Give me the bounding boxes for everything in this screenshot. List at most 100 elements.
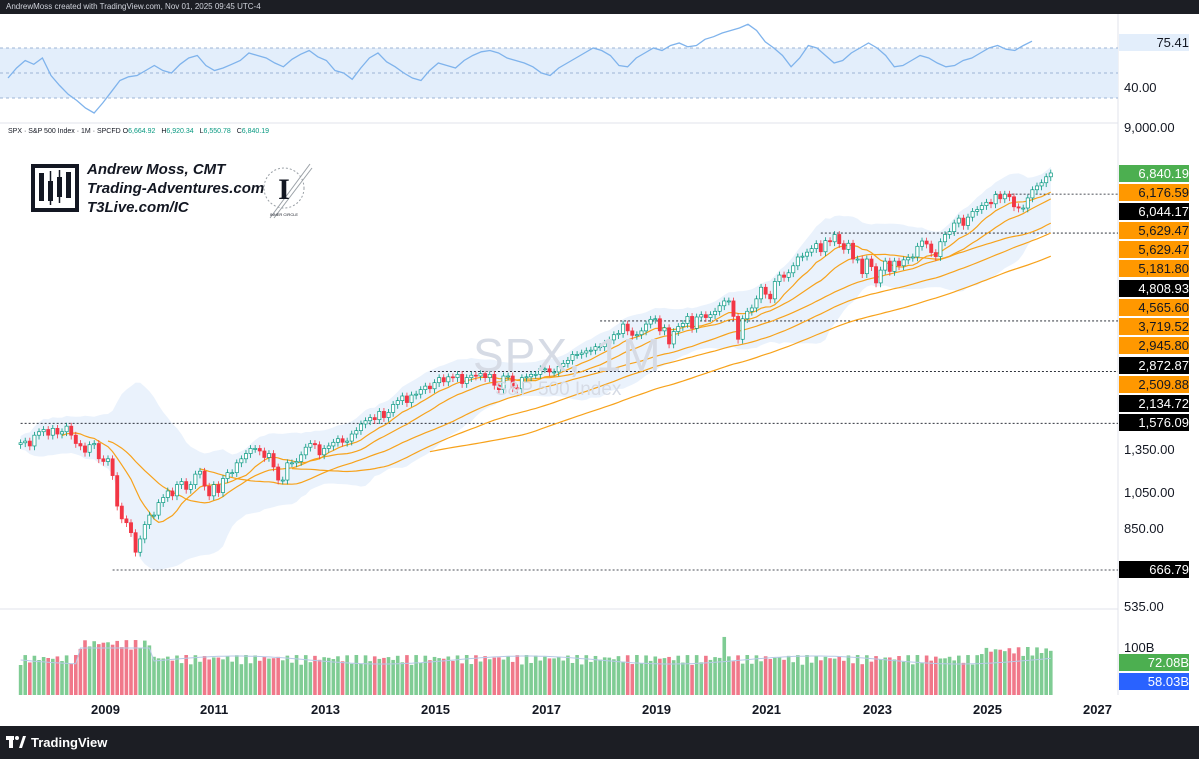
candle-body — [699, 314, 704, 318]
volume-bar — [253, 655, 257, 695]
candle-body — [547, 368, 552, 373]
legend-high-label: H — [161, 128, 167, 135]
volume-bar — [915, 655, 920, 695]
candle-body — [837, 234, 842, 244]
candle-body — [299, 454, 304, 462]
volume-bar — [566, 655, 570, 695]
volume-bar — [561, 660, 566, 695]
candle-body — [432, 382, 437, 390]
candle-body — [64, 425, 69, 433]
volume-bar — [791, 662, 796, 695]
price-badge: 4,565.60 — [1119, 299, 1189, 316]
candle-body — [83, 445, 87, 453]
volume-bar — [676, 655, 681, 695]
volume-bar — [782, 659, 786, 695]
volume-bar — [648, 660, 653, 695]
moving-average-line — [199, 222, 1052, 485]
candle-body — [749, 307, 754, 312]
candle-body — [639, 330, 644, 336]
volume-bar — [630, 664, 635, 695]
volume-bar — [119, 647, 124, 695]
candle-body — [96, 443, 101, 460]
candle-body — [216, 484, 221, 493]
candle-body — [552, 371, 557, 374]
candle-body — [805, 251, 809, 257]
price-badge: 5,629.47 — [1119, 222, 1189, 239]
seal-text: INNER CIRCLE — [270, 212, 299, 217]
candle-body — [630, 330, 635, 336]
candle-body — [814, 243, 819, 249]
candle-body — [179, 481, 184, 485]
candle-body — [740, 318, 745, 340]
candle-body — [998, 194, 1003, 200]
volume-bar — [529, 662, 533, 695]
candle-body — [979, 205, 984, 210]
volume-bar — [248, 663, 253, 695]
candle-body — [244, 453, 248, 460]
volume-bar — [175, 655, 179, 695]
volume-bar — [156, 658, 161, 695]
volume-bar — [708, 659, 713, 695]
volume-bar — [138, 647, 142, 695]
volume-bar — [211, 657, 216, 695]
volume-bar — [602, 657, 607, 695]
candle-body — [791, 265, 796, 274]
candle-body — [41, 429, 46, 433]
candle-body — [142, 524, 147, 540]
volume-bar — [589, 661, 593, 695]
volume-bar — [796, 655, 800, 695]
price-axis-label: 535.00 — [1124, 599, 1164, 614]
tradingview-footer: TradingView — [6, 733, 107, 751]
candle-body — [193, 473, 198, 485]
candle-body — [184, 481, 189, 490]
volume-bar — [18, 665, 23, 695]
volume-bar — [331, 659, 336, 695]
volume-bar — [290, 662, 294, 695]
volume-bar — [989, 651, 993, 695]
volume-bar — [750, 663, 754, 695]
volume-bar — [400, 662, 405, 695]
year-label: 2023 — [863, 702, 892, 717]
candle-body — [529, 374, 534, 378]
candle-body — [207, 485, 212, 497]
candle-body — [1007, 193, 1012, 198]
candle-body — [731, 300, 736, 317]
candle-body — [46, 429, 51, 436]
volume-bar — [1048, 650, 1053, 695]
candle-body — [418, 389, 423, 395]
candle-body — [685, 316, 690, 324]
candle-body — [285, 462, 290, 481]
candle-body — [869, 258, 874, 267]
rsi-axis-label: 40.00 — [1124, 80, 1157, 95]
candle-body — [469, 374, 474, 378]
candle-body — [464, 377, 469, 384]
candle-body — [924, 240, 929, 245]
volume-bar — [598, 659, 602, 695]
volume-bar — [446, 656, 451, 695]
candle-body — [460, 374, 465, 384]
candle-body — [611, 334, 616, 341]
volume-bar — [69, 663, 74, 695]
candle-body — [313, 443, 317, 446]
volume-bar — [170, 660, 175, 695]
volume-bar — [731, 661, 736, 695]
moving-average-line — [429, 255, 1052, 453]
price-badge: 1,576.09 — [1119, 414, 1189, 431]
candle-body — [763, 286, 768, 295]
candle-body — [478, 373, 483, 377]
candle-body — [579, 352, 584, 355]
candle-body — [634, 334, 639, 337]
candle-body — [864, 258, 869, 275]
volume-bar — [773, 657, 777, 695]
candle-body — [874, 266, 878, 284]
price-axis-label: 850.00 — [1124, 521, 1164, 536]
volume-bar — [924, 655, 929, 695]
candle-body — [1030, 189, 1035, 199]
volume-bar — [938, 658, 943, 695]
volume-bar — [41, 657, 46, 695]
candle-body — [331, 441, 336, 447]
author-branding: Andrew Moss, CMT Trading-Adventures.com … — [30, 160, 320, 220]
volume-bar — [115, 640, 119, 695]
candle-body — [841, 243, 846, 250]
